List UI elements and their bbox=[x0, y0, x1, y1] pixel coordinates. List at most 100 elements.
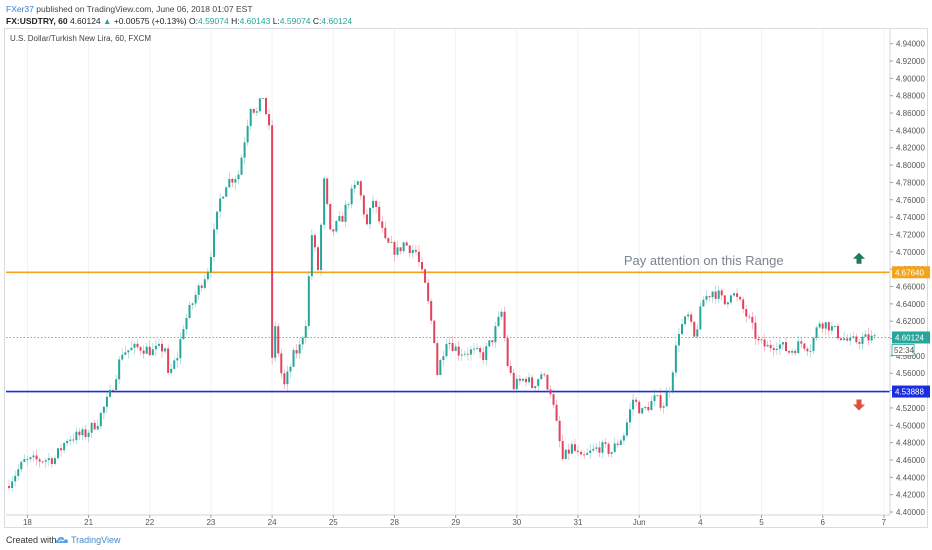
candle-body bbox=[681, 324, 683, 335]
price-tick-label: 4.64000 bbox=[896, 300, 925, 309]
candle-body bbox=[411, 250, 414, 254]
candle-body bbox=[705, 296, 708, 300]
candle-body bbox=[791, 350, 794, 353]
time-tick-label: 22 bbox=[145, 518, 154, 527]
candle-body bbox=[313, 235, 316, 248]
tradingview-logo-icon bbox=[56, 537, 68, 543]
candle-body bbox=[711, 291, 714, 298]
candle-body bbox=[347, 204, 350, 206]
candle-body bbox=[399, 247, 402, 252]
candle-body bbox=[173, 360, 176, 369]
candle-body bbox=[219, 198, 222, 212]
candle-body bbox=[390, 242, 393, 243]
candle-body bbox=[751, 316, 754, 323]
candle-body bbox=[344, 204, 347, 222]
tradingview-brand[interactable]: TradingView bbox=[71, 535, 121, 545]
candle-body bbox=[179, 339, 182, 359]
candle-body bbox=[148, 346, 151, 356]
time-tick-label: 29 bbox=[451, 518, 460, 527]
footer: Created with TradingView bbox=[0, 530, 932, 550]
candle-body bbox=[170, 368, 173, 373]
candle-body bbox=[47, 458, 50, 461]
price-tick-label: 4.70000 bbox=[896, 248, 925, 257]
candle-body bbox=[381, 221, 384, 228]
price-change: +0.00575 (+0.13%) bbox=[113, 16, 187, 26]
candle-body bbox=[454, 346, 457, 351]
candle-body bbox=[118, 359, 121, 380]
candle-body bbox=[23, 459, 26, 462]
price-tick-label: 4.58000 bbox=[896, 352, 925, 361]
price-tick-label: 4.42000 bbox=[896, 491, 925, 500]
candle-body bbox=[112, 389, 115, 391]
candle-body bbox=[503, 311, 506, 339]
price-axis: 4.94000 4.92000 4.90000 4.88000 4.86000 4.840… bbox=[889, 29, 930, 517]
candle-body bbox=[482, 352, 485, 360]
time-tick-label: 7 bbox=[882, 518, 887, 527]
candle-body bbox=[497, 316, 500, 327]
publish-line: FXer37 published on TradingView.com, Jun… bbox=[6, 2, 253, 16]
candle-body bbox=[650, 400, 653, 411]
candle-body bbox=[757, 338, 760, 341]
price-tick-label: 4.48000 bbox=[896, 439, 925, 448]
candle-body bbox=[448, 342, 451, 345]
candle-body bbox=[167, 348, 170, 373]
price-tick-label: 4.76000 bbox=[896, 196, 925, 205]
candle-body bbox=[26, 459, 29, 460]
candle-body bbox=[610, 452, 613, 454]
candle-body bbox=[491, 340, 494, 343]
candle-body bbox=[729, 295, 732, 303]
candle-body bbox=[359, 181, 362, 196]
change-up-icon: ▲ bbox=[103, 16, 112, 26]
candle-body bbox=[662, 406, 665, 408]
candle-body bbox=[66, 440, 69, 444]
candle-body bbox=[644, 406, 647, 409]
candle-body bbox=[561, 441, 564, 459]
candle-body bbox=[858, 342, 861, 344]
candle-body bbox=[601, 442, 604, 453]
chart-title: U.S. Dollar/Turkish New Lira, 60, FXCM bbox=[10, 34, 151, 43]
candle-body bbox=[274, 326, 277, 358]
candle-body bbox=[607, 443, 610, 454]
candle-body bbox=[213, 229, 215, 257]
candle-body bbox=[788, 351, 791, 353]
candle-body bbox=[63, 443, 66, 451]
price-tick-label: 4.44000 bbox=[896, 473, 925, 482]
candle-body bbox=[430, 301, 433, 321]
candle-body bbox=[84, 429, 87, 437]
candle-body bbox=[206, 272, 209, 280]
candle-body bbox=[656, 395, 659, 396]
candle-body bbox=[552, 394, 555, 405]
price-tick-label: 4.92000 bbox=[896, 57, 925, 66]
candle-body bbox=[665, 392, 668, 407]
candle-body bbox=[653, 395, 656, 401]
candle-body bbox=[586, 453, 589, 455]
close-value: 4.60124 bbox=[321, 16, 353, 26]
time-tick-label: 5 bbox=[759, 518, 764, 527]
price-tick-label: 4.46000 bbox=[896, 456, 925, 465]
candles bbox=[8, 97, 876, 492]
candle-body bbox=[14, 475, 17, 482]
last-price-tag bbox=[892, 331, 930, 344]
candle-body bbox=[827, 322, 830, 331]
candle-body bbox=[736, 293, 739, 297]
candle-body bbox=[378, 206, 381, 222]
candle-body bbox=[457, 346, 460, 356]
candle-body bbox=[540, 374, 543, 380]
last-price: 4.60124 bbox=[69, 16, 101, 26]
candle-body bbox=[225, 187, 228, 197]
candle-body bbox=[843, 338, 846, 340]
candle-body bbox=[760, 339, 763, 341]
candle-body bbox=[824, 322, 827, 329]
candle-body bbox=[8, 485, 11, 489]
candle-body bbox=[387, 238, 390, 243]
author-link[interactable]: FXer37 bbox=[6, 4, 34, 14]
candle-body bbox=[570, 444, 573, 454]
candle-body bbox=[803, 343, 806, 349]
candle-body bbox=[87, 432, 90, 437]
candle-body bbox=[408, 245, 411, 254]
price-tick-label: 4.52000 bbox=[896, 404, 925, 413]
candle-body bbox=[567, 449, 570, 454]
candle-body bbox=[638, 401, 641, 414]
candle-body bbox=[81, 429, 84, 436]
